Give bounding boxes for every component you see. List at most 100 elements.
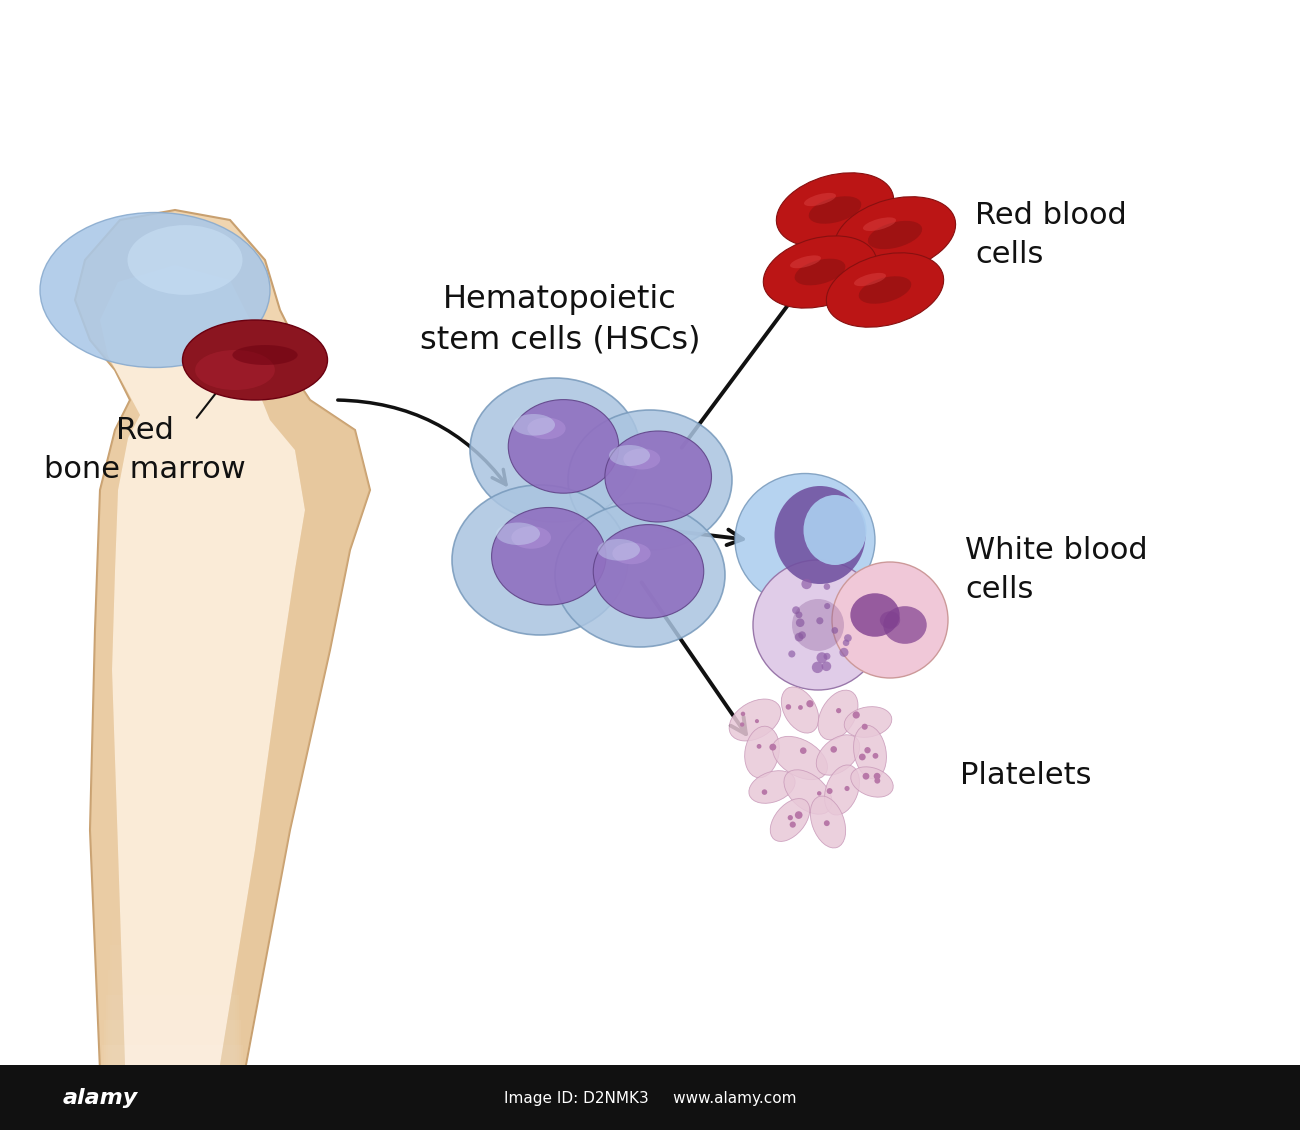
Circle shape	[816, 652, 827, 663]
Ellipse shape	[775, 486, 866, 584]
Circle shape	[789, 822, 796, 827]
Ellipse shape	[593, 524, 703, 618]
Circle shape	[755, 719, 759, 723]
Ellipse shape	[818, 690, 858, 740]
Circle shape	[853, 712, 859, 719]
Ellipse shape	[753, 560, 883, 690]
Circle shape	[816, 617, 823, 624]
Ellipse shape	[850, 593, 900, 636]
Circle shape	[816, 791, 822, 796]
Polygon shape	[75, 210, 370, 1070]
Circle shape	[832, 627, 838, 634]
Ellipse shape	[803, 193, 836, 206]
Circle shape	[859, 754, 866, 760]
Ellipse shape	[745, 727, 779, 777]
Ellipse shape	[792, 599, 844, 651]
Text: Image ID: D2NMK3     www.alamy.com: Image ID: D2NMK3 www.alamy.com	[504, 1090, 796, 1105]
Text: Platelets: Platelets	[959, 760, 1092, 790]
Ellipse shape	[568, 410, 732, 550]
Ellipse shape	[810, 796, 845, 848]
Ellipse shape	[512, 414, 555, 435]
Circle shape	[823, 653, 831, 660]
Ellipse shape	[763, 236, 876, 308]
Text: Red blood
cells: Red blood cells	[975, 201, 1127, 269]
Ellipse shape	[854, 725, 887, 779]
Ellipse shape	[835, 197, 956, 273]
Circle shape	[824, 583, 831, 590]
Ellipse shape	[511, 527, 551, 549]
Circle shape	[836, 709, 841, 713]
Ellipse shape	[868, 220, 922, 249]
Circle shape	[798, 632, 806, 638]
Ellipse shape	[859, 276, 911, 304]
Ellipse shape	[452, 485, 628, 635]
Ellipse shape	[844, 706, 892, 738]
Circle shape	[842, 640, 849, 646]
Ellipse shape	[182, 320, 328, 400]
Text: alamy: alamy	[62, 1088, 138, 1109]
Ellipse shape	[729, 699, 781, 741]
Circle shape	[770, 744, 776, 750]
Ellipse shape	[832, 562, 948, 678]
Ellipse shape	[127, 225, 243, 295]
Ellipse shape	[497, 522, 540, 545]
Text: Red
bone marrow: Red bone marrow	[44, 416, 246, 484]
Ellipse shape	[555, 503, 725, 647]
Circle shape	[824, 820, 829, 826]
Circle shape	[872, 753, 879, 758]
Text: White blood
cells: White blood cells	[965, 537, 1148, 603]
Circle shape	[844, 634, 852, 642]
Ellipse shape	[776, 173, 893, 247]
Ellipse shape	[604, 431, 711, 522]
Circle shape	[796, 618, 805, 627]
Ellipse shape	[233, 345, 298, 365]
Circle shape	[840, 647, 849, 657]
Ellipse shape	[749, 771, 796, 803]
Circle shape	[806, 701, 814, 707]
Circle shape	[762, 790, 767, 794]
Circle shape	[794, 811, 802, 819]
Circle shape	[862, 723, 868, 730]
Ellipse shape	[734, 473, 875, 607]
Ellipse shape	[790, 255, 822, 268]
Ellipse shape	[195, 350, 274, 390]
Ellipse shape	[781, 687, 819, 733]
Circle shape	[811, 662, 823, 673]
Ellipse shape	[863, 217, 896, 231]
Circle shape	[801, 579, 811, 589]
Circle shape	[874, 773, 880, 780]
Circle shape	[785, 704, 792, 710]
Ellipse shape	[850, 767, 893, 797]
Ellipse shape	[794, 259, 845, 286]
Ellipse shape	[608, 445, 650, 466]
Circle shape	[845, 786, 850, 791]
Circle shape	[824, 603, 831, 609]
Ellipse shape	[770, 799, 810, 842]
Polygon shape	[101, 1045, 243, 1070]
Circle shape	[800, 747, 806, 754]
Circle shape	[822, 661, 831, 671]
Ellipse shape	[784, 770, 832, 815]
Ellipse shape	[803, 495, 867, 565]
Ellipse shape	[809, 197, 862, 224]
Ellipse shape	[528, 418, 566, 440]
Ellipse shape	[827, 253, 944, 328]
Polygon shape	[100, 266, 306, 1064]
Circle shape	[741, 712, 745, 716]
Ellipse shape	[816, 734, 859, 775]
Ellipse shape	[880, 611, 900, 628]
Circle shape	[798, 705, 803, 710]
Ellipse shape	[772, 737, 828, 780]
Circle shape	[788, 651, 796, 658]
Ellipse shape	[854, 272, 887, 286]
Circle shape	[794, 633, 803, 642]
Ellipse shape	[491, 507, 606, 605]
Circle shape	[827, 788, 832, 794]
Circle shape	[740, 722, 745, 727]
Bar	[0, 1064, 1300, 1130]
Circle shape	[792, 607, 799, 614]
Circle shape	[864, 747, 871, 754]
Circle shape	[875, 777, 880, 783]
Polygon shape	[220, 340, 370, 1064]
Text: Hematopoietic
stem cells (HSCs): Hematopoietic stem cells (HSCs)	[420, 285, 701, 356]
